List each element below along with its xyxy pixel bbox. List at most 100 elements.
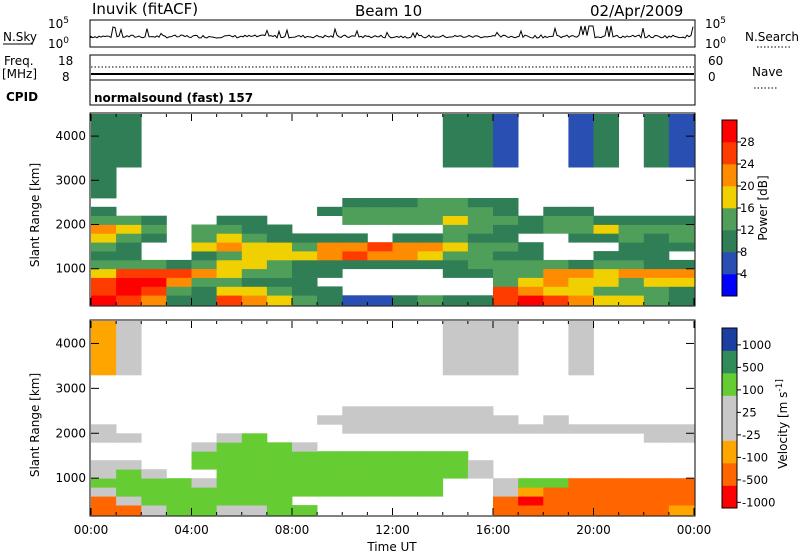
heatmap-cell <box>216 268 243 278</box>
heatmap-cell <box>191 295 217 306</box>
heatmap-cell <box>241 251 268 261</box>
heatmap-cell <box>266 460 293 470</box>
heatmap-cell <box>317 251 343 261</box>
y-tick-label: 4000 <box>55 336 86 350</box>
heatmap-cell <box>493 496 519 506</box>
heatmap-cell <box>91 424 117 434</box>
heatmap-cell <box>568 321 594 376</box>
x-tick-label: 20:00 <box>576 523 611 537</box>
heatmap-cell <box>593 286 619 296</box>
heatmap-cell <box>342 487 368 497</box>
heatmap-cell <box>91 321 117 376</box>
heatmap-cell <box>216 251 243 261</box>
heatmap-cell <box>593 251 619 261</box>
heatmap-cell <box>442 415 469 425</box>
heatmap-cell <box>593 215 619 225</box>
heatmap-cell <box>91 268 117 278</box>
heatmap-cell <box>417 215 444 225</box>
heatmap-cell <box>91 433 117 443</box>
heatmap-cell <box>568 277 594 287</box>
heatmap-cell <box>216 277 243 287</box>
heatmap-cell <box>618 277 645 287</box>
colorbar-swatch <box>722 395 737 419</box>
velocity-ylabel: Slant Range [km] <box>28 373 42 477</box>
heatmap-cell <box>618 295 645 306</box>
heatmap-cell <box>241 233 268 243</box>
heatmap-cell <box>518 496 544 506</box>
heatmap-cell <box>442 198 469 208</box>
heatmap-cell <box>392 424 418 434</box>
heatmap-cell <box>442 242 469 252</box>
heatmap-cell <box>442 321 469 376</box>
nsearch-tick-bottom: 100 <box>705 36 726 51</box>
heatmap-cell <box>216 505 243 516</box>
heatmap-cell <box>392 259 418 270</box>
heatmap-cell <box>241 259 268 270</box>
heatmap-cell <box>367 259 393 270</box>
heatmap-cell <box>216 478 243 488</box>
heatmap-cell <box>216 215 243 225</box>
heatmap-cell <box>266 268 293 278</box>
heatmap-cell <box>643 233 670 243</box>
heatmap-cell <box>191 277 217 287</box>
heatmap-cell <box>643 114 670 168</box>
heatmap-cell <box>593 277 619 287</box>
heatmap-cell <box>342 233 368 243</box>
heatmap-cell <box>493 215 519 225</box>
power-ylabel: Slant Range [km] <box>28 163 42 267</box>
heatmap-cell <box>518 242 544 252</box>
heatmap-cell <box>91 242 117 252</box>
heatmap-cell <box>493 114 519 168</box>
y-tick-label: 1000 <box>55 262 86 276</box>
heatmap-cell <box>241 496 268 506</box>
heatmap-cell <box>317 242 343 252</box>
heatmap-cell <box>317 478 343 488</box>
heatmap-cell <box>543 487 569 497</box>
colorbar-swatch <box>722 142 737 165</box>
heatmap-cell <box>668 295 695 306</box>
heatmap-cell <box>141 215 167 225</box>
heatmap-cell <box>166 487 192 497</box>
nsky-panel: N.Sky 105 100 105 100 N.Search <box>3 16 799 51</box>
nsky-tick-top: 105 <box>48 16 69 31</box>
nave-tick-top: 60 <box>708 54 723 68</box>
colorbar-tick-label: -100 <box>742 450 768 464</box>
nsky-trace <box>90 25 694 39</box>
heatmap-cell <box>668 424 695 434</box>
heatmap-cell <box>618 268 645 278</box>
colorbar-tick-label: 1000 <box>742 338 771 352</box>
heatmap-cell <box>342 424 368 434</box>
heatmap-cell <box>392 451 418 461</box>
heatmap-cell <box>618 233 645 243</box>
heatmap-cell <box>367 415 393 425</box>
heatmap-cell <box>116 268 142 278</box>
date-title: 02/Apr/2009 <box>590 2 683 20</box>
heatmap-cell <box>166 295 192 306</box>
heatmap-cell <box>191 259 217 270</box>
heatmap-cell <box>292 268 318 278</box>
heatmap-cell <box>116 496 142 506</box>
heatmap-cell <box>392 233 418 243</box>
heatmap-cell <box>141 286 167 296</box>
heatmap-cell <box>417 451 444 461</box>
cpid-label: CPID <box>6 90 38 104</box>
heatmap-cell <box>493 478 519 488</box>
heatmap-cell <box>317 487 343 497</box>
heatmap-cell <box>668 224 695 234</box>
heatmap-cell <box>543 215 569 225</box>
heatmap-cell <box>442 295 469 306</box>
heatmap-cell <box>292 251 318 261</box>
heatmap-cell <box>292 442 318 452</box>
heatmap-cell <box>116 114 142 168</box>
heatmap-cell <box>593 295 619 306</box>
nsearch-label: N.Search <box>745 30 799 44</box>
heatmap-cell <box>593 505 619 516</box>
colorbar-tick-label: -500 <box>742 473 768 487</box>
heatmap-cell <box>116 460 142 470</box>
heatmap-cell <box>141 505 167 516</box>
heatmap-cell <box>191 505 217 516</box>
heatmap-cell <box>618 259 645 270</box>
heatmap-cell <box>442 469 469 479</box>
heatmap-cell <box>91 496 117 506</box>
heatmap-cell <box>593 268 619 278</box>
